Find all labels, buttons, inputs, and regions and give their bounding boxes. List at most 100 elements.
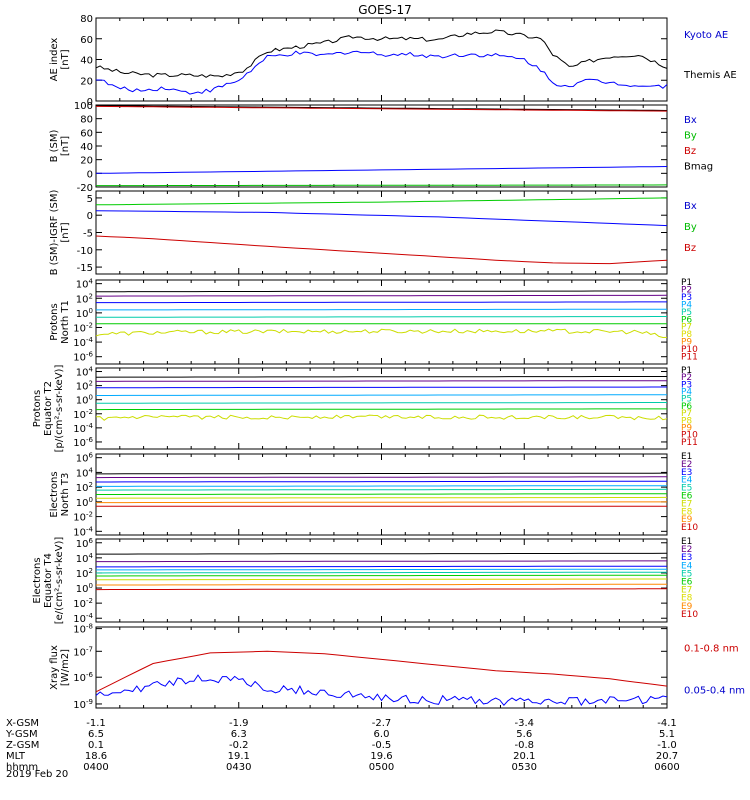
y-axis-label: Protons	[32, 390, 43, 427]
y-tick-label: 60	[80, 35, 93, 46]
y-tick-label: 104	[76, 466, 94, 479]
channel-label: P4	[681, 300, 692, 310]
series-line-e8	[96, 583, 667, 586]
channel-label: E6	[681, 578, 693, 588]
series-line-e7	[96, 496, 668, 499]
channel-label: E9	[681, 515, 693, 525]
y-tick-label: 104	[76, 278, 94, 291]
channel-label: P5	[681, 308, 692, 318]
channel-label: P5	[681, 395, 692, 405]
y-tick-label: 10-7	[73, 645, 93, 658]
y-tick-label: -10	[77, 246, 93, 257]
ephemeris-value: 19.1	[228, 751, 250, 762]
y-tick-label: 100	[74, 101, 93, 112]
channel-label: P8	[681, 416, 692, 426]
series-line-e4	[96, 485, 667, 487]
ephemeris-value: 0.1	[88, 740, 104, 751]
y-axis-label: Electrons	[49, 471, 60, 517]
y-axis-label: [e/(cm²-s-sr-keV)]	[54, 537, 65, 625]
ephemeris-row-label: Z-GSM	[6, 740, 39, 751]
legend-entry: Bz	[684, 146, 696, 157]
ephemeris-value: -1.1	[86, 718, 106, 729]
ephemeris-value: -0.2	[229, 740, 249, 751]
panel-frame	[95, 279, 668, 365]
channel-label: E2	[681, 545, 692, 555]
ephemeris-value: 0600	[654, 762, 679, 773]
ephemeris-value: -0.8	[514, 740, 534, 751]
series-line-e1	[96, 552, 668, 555]
series-line-by	[96, 184, 668, 187]
y-tick-label: 100	[76, 394, 93, 407]
channel-label: E3	[681, 553, 692, 563]
ephemeris-value: 0530	[512, 762, 537, 773]
channel-label: P7	[681, 323, 692, 333]
legend-entry: By	[684, 222, 697, 233]
y-axis-label: AE index	[49, 38, 60, 82]
y-tick-label: 40	[80, 56, 93, 67]
channel-label: P3	[681, 293, 692, 303]
channel-label: E10	[681, 610, 698, 620]
ephemeris-row-label: Y-GSM	[5, 729, 38, 740]
series-line-e1	[96, 472, 668, 475]
channel-label: E4	[681, 476, 693, 486]
ephemeris-value: 6.0	[374, 729, 390, 740]
y-tick-label: -5	[83, 229, 93, 240]
series-line-0-05-0-4-nm	[95, 674, 668, 707]
channel-label: P4	[681, 388, 692, 398]
ephemeris-row-label: hhmm	[6, 762, 38, 773]
channel-label: P10	[681, 345, 698, 355]
series-line-p5	[96, 402, 667, 404]
channel-label: E8	[681, 594, 693, 604]
y-tick-label: -15	[77, 263, 93, 274]
series-line-0-1-0-8-nm	[95, 650, 668, 693]
y-tick-label: 100	[76, 496, 93, 509]
series-line-e6	[96, 574, 667, 577]
channel-label: P2	[681, 373, 692, 383]
channel-label: P11	[681, 438, 698, 448]
series-line-p7	[95, 414, 668, 421]
y-tick-label: 20	[80, 76, 93, 87]
ephemeris-value: 0400	[83, 762, 108, 773]
y-tick-label: 100	[76, 307, 93, 320]
y-axis-label: B (SM)	[49, 129, 60, 162]
series-line-p2	[96, 380, 667, 382]
ephemeris-value: 5.1	[659, 729, 675, 740]
ephemeris-value: 5.6	[516, 729, 532, 740]
chart-title: GOES-17	[358, 3, 412, 17]
series-line-bmag	[95, 105, 668, 111]
channel-label: P2	[681, 285, 692, 295]
series-line-kyoto-ae	[95, 29, 668, 78]
y-axis-label: Equator T2	[43, 381, 54, 436]
y-axis-label: [W/m2]	[60, 649, 71, 686]
series-line-p1	[96, 290, 667, 293]
y-axis-label: North T3	[60, 473, 71, 517]
legend-entry: Bx	[684, 115, 697, 126]
y-tick-label: 102	[76, 481, 93, 494]
legend-entry: Kyoto AE	[684, 30, 728, 41]
channel-label: E5	[681, 569, 692, 579]
series-line-bz	[95, 105, 668, 112]
series-line-e3	[96, 480, 668, 483]
series-line-p6	[95, 408, 667, 411]
series-line-e5	[95, 571, 667, 574]
legend-entry: Bx	[684, 201, 697, 212]
series-line-e4	[96, 568, 667, 571]
series-line-e2	[96, 560, 667, 563]
series-line-e9	[95, 588, 667, 591]
y-tick-label: 10-8	[73, 623, 93, 636]
y-tick-label: 10-6	[73, 351, 93, 364]
panel-ae: 0 20 40 60 80 AE index [nT] Kyoto AE Themis AE	[49, 14, 737, 108]
channel-label: E5	[681, 484, 692, 494]
ephemeris-value: -1.0	[657, 740, 677, 751]
ephemeris-value: 6.3	[231, 729, 247, 740]
channel-label: E1	[681, 537, 692, 547]
channel-label: P3	[681, 380, 692, 390]
panel-bigrf: -15 -10 -5 0 5 B (SM)-IGRF (SM) [nT] Bx By Bz	[49, 190, 697, 276]
ephemeris-value: -4.1	[657, 718, 677, 729]
legend-entry: Bmag	[684, 162, 713, 173]
y-tick-label: 0	[87, 211, 93, 222]
channel-label: E4	[681, 561, 693, 571]
y-tick-label: 0	[87, 97, 93, 108]
